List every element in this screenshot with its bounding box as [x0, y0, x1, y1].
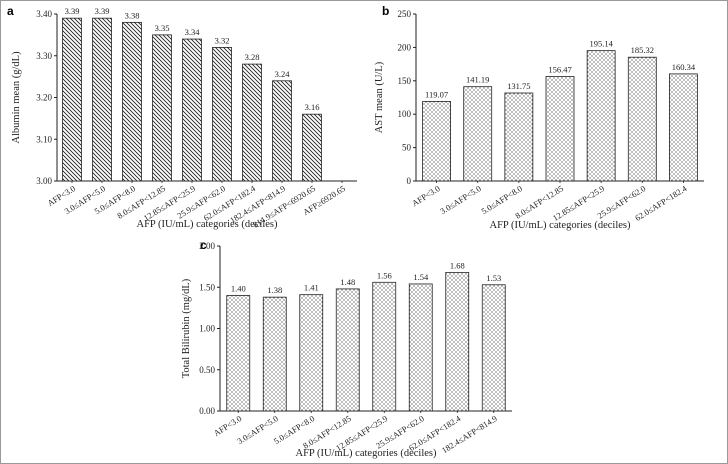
bar-a [92, 17, 112, 182]
y-tick-label-b: 150 [398, 76, 412, 86]
data-label-c: 1.68 [450, 260, 465, 270]
panel-letter-c: c [200, 238, 207, 252]
y-tick-label-a: 3.30 [36, 51, 52, 61]
data-label-c: 1.48 [340, 277, 355, 287]
x-axis-title-c: AFP (IU/mL) categories (deciles) [295, 448, 437, 459]
data-label-c: 1.38 [267, 285, 282, 295]
x-axis-title-a: AFP (IU/mL) categories (deciles) [136, 219, 278, 230]
data-label-b: 119.07 [425, 89, 448, 99]
bar-c [262, 296, 287, 412]
y-tick-label-a: 3.00 [36, 176, 52, 186]
data-label-c: 1.56 [377, 270, 392, 280]
data-label-c: 1.41 [304, 283, 319, 293]
data-label-b: 185.32 [631, 45, 654, 55]
data-label-b: 141.19 [466, 75, 489, 85]
bar-c [226, 295, 251, 412]
y-tick-label-c: 1.50 [199, 282, 215, 292]
data-label-b: 195.14 [589, 39, 613, 49]
x-axis-title-b: AFP (IU/mL) categories (deciles) [489, 220, 631, 231]
bar-a [242, 63, 262, 182]
data-label-b: 160.34 [672, 62, 696, 72]
data-label-c: 1.53 [486, 273, 501, 283]
y-tick-label-b: 100 [398, 109, 412, 119]
y-tick-label-c: 0.50 [199, 365, 215, 375]
data-label-a: 3.34 [185, 27, 201, 37]
bar-b [422, 101, 451, 182]
bar-a [272, 80, 292, 182]
bar-c [372, 281, 397, 412]
bar-c [445, 271, 470, 412]
y-tick-label-c: 0.00 [199, 406, 215, 416]
data-label-a: 3.24 [275, 69, 291, 79]
bar-a [212, 47, 232, 182]
data-label-a: 3.35 [155, 23, 170, 33]
y-tick-label-b: 50 [402, 143, 412, 153]
data-label-a: 3.38 [125, 10, 140, 20]
y-tick-label-b: 0 [407, 176, 412, 186]
y-tick-label-a: 3.40 [36, 9, 52, 19]
y-tick-label-c: 1.00 [199, 324, 215, 334]
bar-b [669, 73, 698, 182]
bar-a [302, 113, 322, 182]
data-label-a: 3.32 [215, 35, 230, 45]
bar-a [182, 38, 202, 182]
panel-letter-b: b [382, 4, 389, 18]
category-label-c: AFP<3.0 [212, 413, 244, 438]
y-axis-title-a: Albumin mean (g/dL) [11, 51, 22, 144]
data-label-b: 156.47 [548, 64, 571, 74]
y-tick-label-b: 250 [398, 9, 412, 19]
bar-b [627, 56, 657, 182]
data-label-a: 3.16 [305, 102, 320, 112]
bar-a [152, 34, 172, 182]
y-tick-label-a: 3.10 [36, 134, 52, 144]
data-label-a: 3.39 [65, 6, 80, 16]
panel-letter-a: a [7, 4, 14, 18]
y-tick-label-a: 3.20 [36, 93, 52, 103]
bar-c [481, 284, 506, 412]
bar-b [545, 76, 575, 182]
category-label-b: 3.0≤AFP<5.0 [438, 183, 483, 216]
bar-a [62, 17, 82, 182]
data-label-c: 1.54 [413, 272, 429, 282]
data-label-b: 131.75 [507, 81, 530, 91]
data-label-a: 3.39 [95, 6, 110, 16]
bar-a [122, 21, 142, 182]
bar-c [408, 283, 433, 412]
bar-c [335, 288, 360, 412]
bar-c [299, 294, 324, 412]
bar-b [504, 92, 534, 182]
data-label-c: 1.40 [231, 284, 246, 294]
y-tick-label-b: 200 [398, 42, 412, 52]
bar-b [586, 50, 616, 182]
y-tick-label-c: 2.00 [199, 241, 215, 251]
category-label-b: AFP<3.0 [410, 183, 442, 208]
bar-b [463, 86, 493, 182]
y-axis-title-b: AST mean (U/L) [374, 61, 385, 133]
data-label-a: 3.28 [245, 52, 260, 62]
y-axis-title-c: Total Bilirubin (mg/dL) [181, 278, 192, 378]
